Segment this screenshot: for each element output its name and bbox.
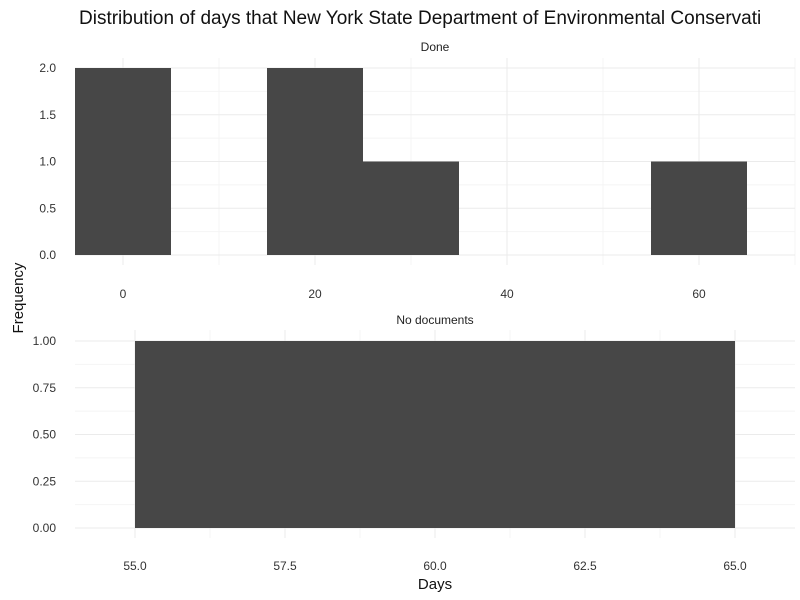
y-tick-label: 0.5 [39,201,56,215]
histogram-bar [651,161,747,255]
y-tick-label: 0.0 [39,248,56,262]
x-tick-label: 40 [500,287,514,301]
x-tick-label: 57.5 [273,559,297,573]
y-tick-label: 1.0 [39,155,56,169]
y-tick-label: 0.50 [33,428,57,442]
facet-panel-no-documents: No documents 55.0 57.5 60.0 62.5 65.0 0.000.… [33,313,795,573]
y-tick-labels: 0.00 0.25 0.50 0.75 1.00 [33,334,57,535]
y-axis-title: Frequency [10,262,27,333]
x-tick-label: 60.0 [423,559,447,573]
x-tick-label: 20 [308,287,322,301]
y-tick-label: 2.0 [39,61,56,75]
facet-strip-label: Done [421,40,450,54]
facet-strip-label: No documents [396,313,473,327]
y-tick-label: 0.25 [33,474,57,488]
y-tick-labels: 0.0 0.5 1.0 1.5 2.0 [39,61,56,262]
y-tick-label: 1.00 [33,334,57,348]
x-tick-label: 55.0 [123,559,147,573]
x-tick-labels: 55.0 57.5 60.0 62.5 65.0 [123,559,747,573]
histogram-bar [267,68,363,255]
facet-panel-done: Done 0 20 40 60 0.0 0.5 1.0 1.5 2.0 [39,40,796,301]
histogram-bars [135,341,735,528]
x-tick-label: 60 [692,287,706,301]
y-tick-label: 0.00 [33,521,57,535]
histogram-bar [135,341,735,528]
y-tick-label: 0.75 [33,381,57,395]
x-tick-labels: 0 20 40 60 [120,287,706,301]
histogram-bar [75,68,171,255]
x-tick-label: 62.5 [573,559,597,573]
chart-title: Distribution of days that New York State… [79,8,761,29]
x-tick-label: 0 [120,287,127,301]
histogram-bar [363,161,459,255]
y-tick-label: 1.5 [39,108,56,122]
x-tick-label: 65.0 [723,559,747,573]
histogram-bars [75,68,747,255]
x-axis-title: Days [418,576,452,593]
